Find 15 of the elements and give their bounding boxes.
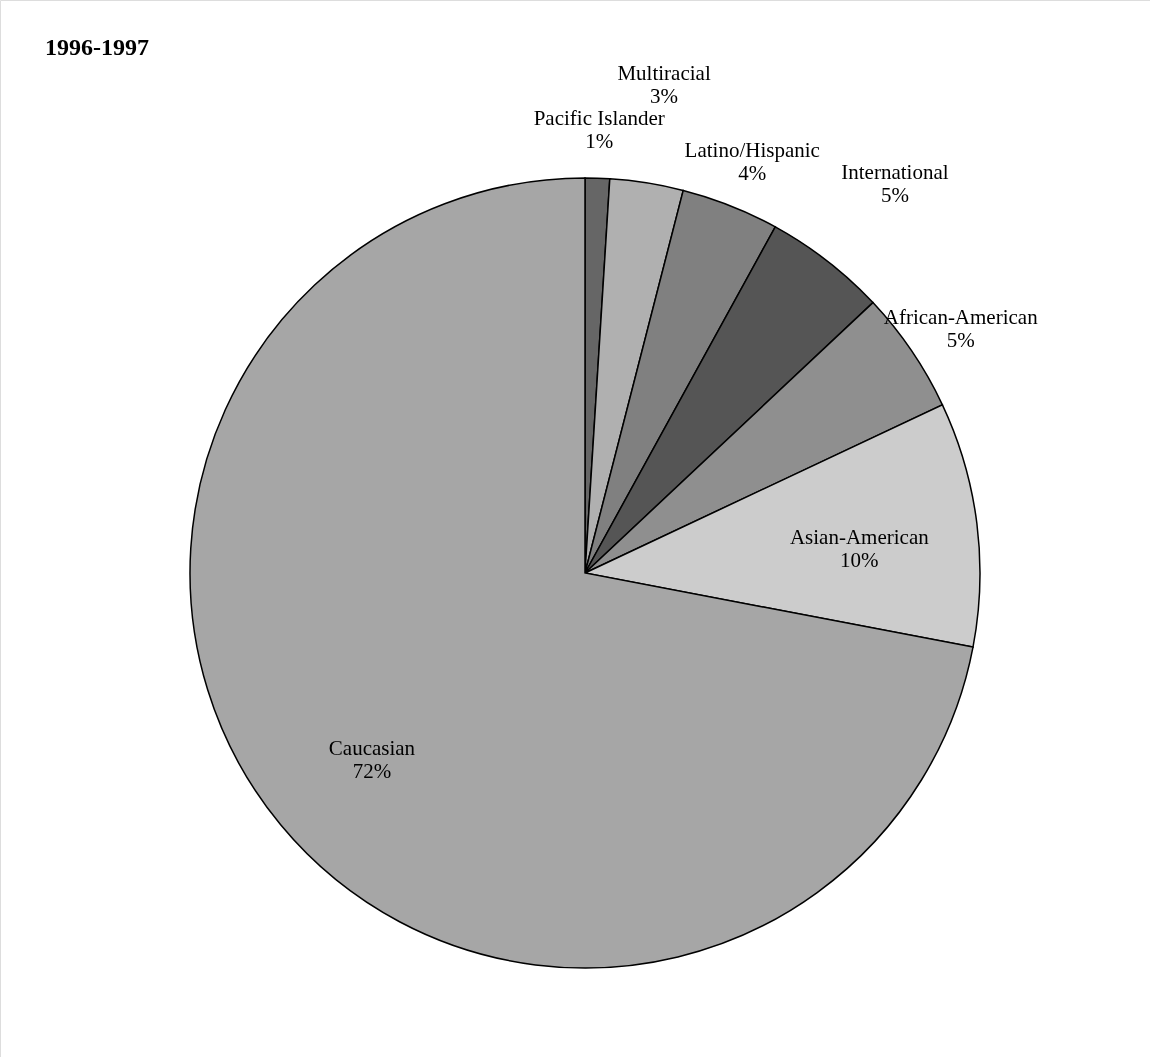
slice-label: International (841, 160, 949, 185)
data-label: 3% (650, 83, 679, 108)
data-label: 4% (738, 160, 767, 185)
slice-label: Latino/Hispanic (684, 137, 820, 162)
slice-label: Asian-American (789, 525, 930, 550)
slice-label: Multiracial (617, 60, 711, 85)
slice-label: Caucasian (328, 736, 416, 761)
slice-label: African-American (883, 304, 1039, 329)
data-label: 72% (352, 759, 392, 784)
data-label: 5% (946, 327, 975, 352)
data-label: 1% (585, 128, 614, 153)
data-label: 5% (880, 183, 909, 208)
slice-label: Pacific Islander (533, 105, 665, 130)
data-label: 10% (840, 548, 879, 573)
chart-title: 1996-1997 (45, 34, 149, 60)
